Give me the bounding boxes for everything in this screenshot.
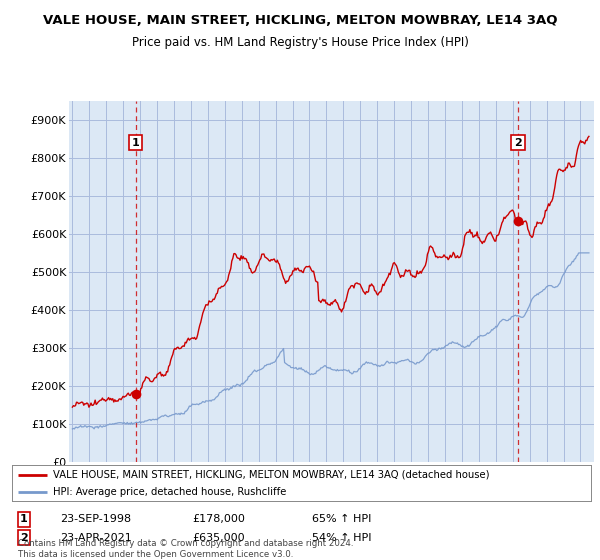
Text: 1: 1	[20, 514, 28, 524]
Text: 65% ↑ HPI: 65% ↑ HPI	[312, 514, 371, 524]
Text: Price paid vs. HM Land Registry's House Price Index (HPI): Price paid vs. HM Land Registry's House …	[131, 36, 469, 49]
Text: 2: 2	[514, 138, 522, 148]
Text: HPI: Average price, detached house, Rushcliffe: HPI: Average price, detached house, Rush…	[53, 487, 286, 497]
Text: 23-SEP-1998: 23-SEP-1998	[60, 514, 131, 524]
Text: £635,000: £635,000	[192, 533, 245, 543]
Text: 54% ↑ HPI: 54% ↑ HPI	[312, 533, 371, 543]
Text: £178,000: £178,000	[192, 514, 245, 524]
Text: Contains HM Land Registry data © Crown copyright and database right 2024.
This d: Contains HM Land Registry data © Crown c…	[18, 539, 353, 559]
Text: 23-APR-2021: 23-APR-2021	[60, 533, 132, 543]
Text: 1: 1	[131, 138, 139, 148]
Text: VALE HOUSE, MAIN STREET, HICKLING, MELTON MOWBRAY, LE14 3AQ: VALE HOUSE, MAIN STREET, HICKLING, MELTO…	[43, 14, 557, 27]
Text: VALE HOUSE, MAIN STREET, HICKLING, MELTON MOWBRAY, LE14 3AQ (detached house): VALE HOUSE, MAIN STREET, HICKLING, MELTO…	[53, 470, 489, 479]
Text: 2: 2	[20, 533, 28, 543]
